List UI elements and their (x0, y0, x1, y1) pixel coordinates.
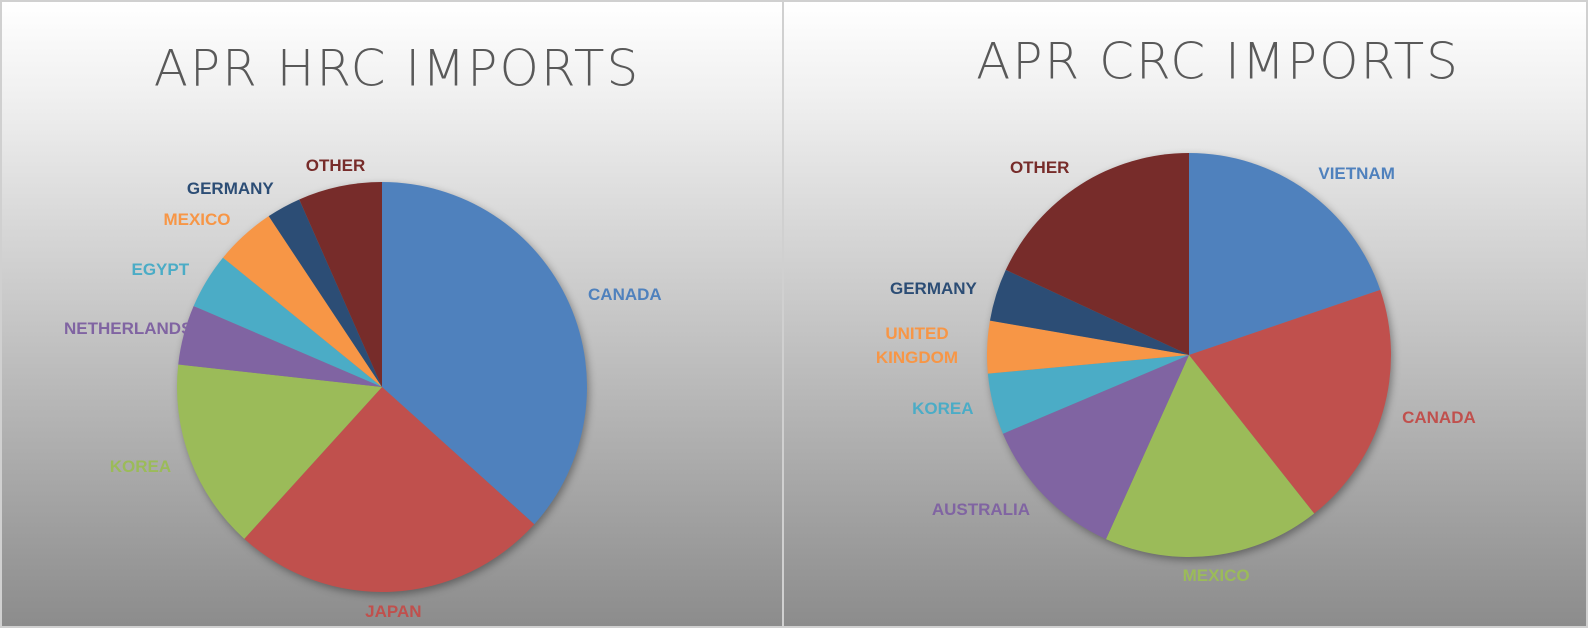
pie-slice (176, 364, 382, 539)
slice-label: GERMANY (186, 179, 274, 199)
pie-slice (222, 216, 382, 387)
chart: APR CRC IMPORTS (976, 33, 1460, 557)
slice-label: AUSTRALIA (931, 500, 1031, 520)
slice-label: KOREA (912, 399, 974, 419)
pie-slice (987, 320, 1189, 374)
slice-label: OTHER (1009, 157, 1070, 177)
pie-slice (193, 257, 382, 387)
chart-title: APR CRC IMPORTS (976, 33, 1460, 91)
slice-label: CANADA (1402, 407, 1476, 427)
slice-label: VIETNAM (1318, 164, 1395, 184)
pie-slice (244, 387, 535, 592)
chart-panel: APR HRC IMPORTS CANADA JAPAN KOREA NETHERLAN… (0, 0, 784, 628)
pie-slice (382, 182, 588, 525)
chart-title: APR HRC IMPORTS (154, 40, 640, 98)
pie-slice (1189, 153, 1381, 355)
pie-slice (268, 199, 382, 387)
pie-slice (1105, 355, 1315, 557)
slice-label: UNITED KINGDOM (875, 324, 959, 368)
slice-label: OTHER (305, 156, 366, 176)
chart: APR HRC IMPORTS (154, 40, 640, 592)
pie-slice (1005, 153, 1189, 355)
pie-slice (989, 269, 1189, 355)
slice-label: MEXICO (163, 209, 231, 229)
slice-label: MEXICO (1182, 565, 1250, 585)
chart-panel: APR CRC IMPORTS VIETNAM CANADA MEXICO AUSTRA… (782, 0, 1588, 628)
pie-slice (1189, 289, 1391, 514)
slice-label: JAPAN (365, 602, 422, 622)
pie (987, 153, 1391, 557)
slice-label: CANADA (588, 285, 662, 305)
slice-label: EGYPT (131, 260, 190, 280)
slice-label: NETHERLANDS (63, 319, 193, 339)
pie-slice (299, 182, 382, 387)
pie-slice (1002, 355, 1189, 540)
slice-label: GERMANY (890, 278, 977, 298)
pie-slice (178, 306, 382, 387)
slice-label: KOREA (109, 456, 172, 476)
pie-slice (987, 355, 1189, 434)
pie (176, 182, 588, 592)
